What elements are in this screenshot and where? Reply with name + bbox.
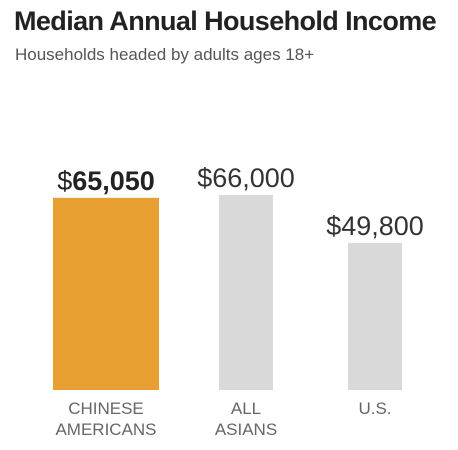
bar-2 — [348, 242, 402, 390]
value-label-2: $49,800 — [326, 211, 424, 241]
category-label-2-0: U.S. — [358, 399, 391, 418]
value-label-0: $65,050 — [57, 166, 155, 196]
chart-subtitle: Households headed by adults ages 18+ — [15, 45, 315, 64]
bar-1 — [219, 195, 273, 390]
category-label-1-0: ALL — [231, 399, 261, 418]
category-label-0-0: CHINESE — [68, 399, 144, 418]
value-label-1: $66,000 — [197, 163, 295, 193]
chart-title: Median Annual Household Income — [14, 6, 437, 36]
category-label-1-1: ASIANS — [215, 420, 277, 439]
category-label-0-1: AMERICANS — [55, 420, 156, 439]
bar-0 — [53, 197, 159, 390]
